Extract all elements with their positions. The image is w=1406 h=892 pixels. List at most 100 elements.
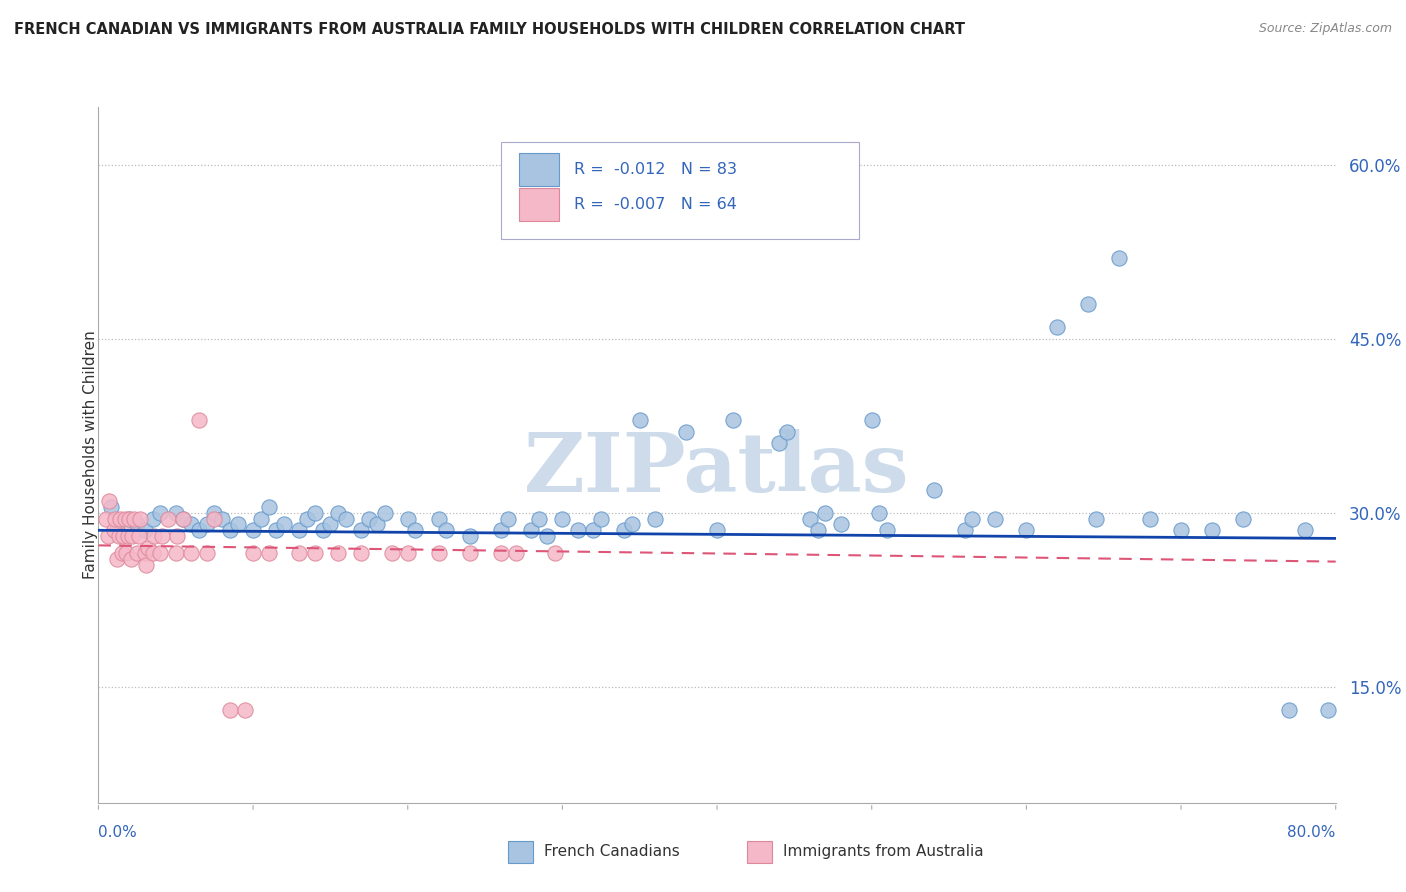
Point: [219, 703, 242, 717]
Point: [195, 546, 218, 561]
Point: [582, 523, 605, 537]
Point: [180, 546, 202, 561]
Point: [860, 413, 883, 427]
Point: [304, 506, 326, 520]
Point: [120, 552, 142, 566]
Point: [297, 511, 319, 525]
Point: [1077, 297, 1099, 311]
Point: [799, 511, 821, 525]
Point: [118, 511, 141, 525]
Point: [195, 517, 218, 532]
Point: [551, 511, 574, 525]
Point: [204, 506, 226, 520]
Text: French Canadians: French Canadians: [544, 845, 681, 859]
Point: [304, 546, 326, 561]
Point: [628, 413, 651, 427]
Point: [250, 511, 273, 525]
Point: [150, 529, 173, 543]
Point: [233, 703, 257, 717]
Point: [136, 541, 159, 555]
Point: [768, 436, 790, 450]
FancyBboxPatch shape: [501, 142, 859, 239]
Point: [543, 546, 565, 561]
Point: [112, 529, 135, 543]
Point: [157, 511, 180, 525]
Point: [128, 529, 150, 543]
Point: [288, 523, 311, 537]
Point: [135, 558, 157, 573]
Point: [188, 523, 211, 537]
Point: [242, 523, 264, 537]
Point: [869, 506, 891, 520]
Point: [118, 511, 141, 525]
Point: [103, 523, 125, 537]
Point: [505, 546, 527, 561]
Point: [312, 523, 335, 537]
Point: [1139, 511, 1161, 525]
Point: [922, 483, 945, 497]
Point: [149, 506, 172, 520]
Point: [114, 511, 136, 525]
Point: [242, 546, 264, 561]
Point: [335, 511, 357, 525]
Point: [436, 523, 458, 537]
Point: [257, 500, 280, 514]
Point: [104, 511, 127, 525]
Point: [127, 546, 149, 561]
Point: [1278, 703, 1301, 717]
Point: [134, 546, 156, 561]
Point: [489, 523, 512, 537]
FancyBboxPatch shape: [519, 153, 558, 186]
Point: [1232, 511, 1254, 525]
Point: [427, 546, 450, 561]
Point: [591, 511, 613, 525]
Text: Source: ZipAtlas.com: Source: ZipAtlas.com: [1258, 22, 1392, 36]
Point: [520, 523, 543, 537]
Point: [567, 523, 589, 537]
Point: [180, 517, 202, 532]
Text: 80.0%: 80.0%: [1288, 825, 1336, 840]
Point: [814, 506, 837, 520]
Y-axis label: Family Households with Children: Family Households with Children: [83, 331, 97, 579]
FancyBboxPatch shape: [519, 187, 558, 221]
Point: [953, 523, 976, 537]
Point: [427, 511, 450, 525]
Point: [105, 523, 128, 537]
Point: [129, 511, 152, 525]
Point: [273, 517, 295, 532]
Point: [721, 413, 744, 427]
Point: [326, 546, 350, 561]
Point: [141, 511, 165, 525]
Point: [1085, 511, 1108, 525]
Text: ZIPatlas: ZIPatlas: [524, 429, 910, 508]
Text: 0.0%: 0.0%: [98, 825, 138, 840]
Point: [115, 546, 138, 561]
Point: [108, 511, 131, 525]
Point: [326, 506, 350, 520]
Point: [613, 523, 636, 537]
Point: [111, 546, 132, 561]
Point: [1317, 703, 1340, 717]
Point: [107, 529, 129, 543]
Point: [529, 511, 551, 525]
Point: [257, 546, 280, 561]
Point: [498, 511, 520, 525]
Point: [396, 511, 419, 525]
Point: [143, 529, 166, 543]
Point: [374, 506, 396, 520]
Point: [984, 511, 1007, 525]
Point: [396, 546, 419, 561]
Point: [876, 523, 898, 537]
Point: [366, 517, 388, 532]
Text: R =  -0.012   N = 83: R = -0.012 N = 83: [574, 162, 737, 178]
Point: [211, 511, 233, 525]
Point: [458, 546, 481, 561]
Point: [960, 511, 983, 525]
Point: [166, 529, 188, 543]
Point: [127, 517, 149, 532]
Point: [141, 546, 165, 561]
Point: [149, 546, 172, 561]
Text: Immigrants from Australia: Immigrants from Australia: [783, 845, 984, 859]
Point: [706, 523, 728, 537]
Point: [165, 506, 187, 520]
